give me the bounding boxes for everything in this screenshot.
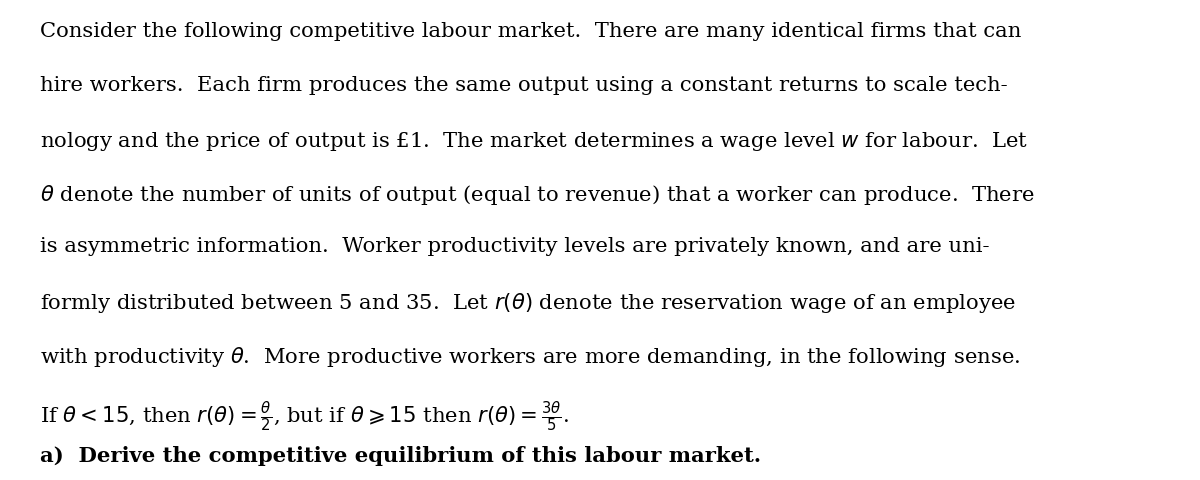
Text: hire workers.  Each firm produces the same output using a constant returns to sc: hire workers. Each firm produces the sam… bbox=[40, 76, 1007, 95]
Text: $\theta$ denote the number of units of output (equal to revenue) that a worker c: $\theta$ denote the number of units of o… bbox=[40, 183, 1034, 207]
Text: is asymmetric information.  Worker productivity levels are privately known, and : is asymmetric information. Worker produc… bbox=[40, 237, 989, 256]
Text: with productivity $\theta$.  More productive workers are more demanding, in the : with productivity $\theta$. More product… bbox=[40, 345, 1020, 369]
Text: nology and the price of output is £1.  The market determines a wage level $w$ fo: nology and the price of output is £1. Th… bbox=[40, 130, 1027, 153]
Text: a)  Derive the competitive equilibrium of this labour market.: a) Derive the competitive equilibrium of… bbox=[40, 446, 761, 467]
Text: If $\theta < 15$, then $r(\theta) = \frac{\theta}{2}$, but if $\theta \geqslant : If $\theta < 15$, then $r(\theta) = \fra… bbox=[40, 399, 569, 434]
Text: Consider the following competitive labour market.  There are many identical firm: Consider the following competitive labou… bbox=[40, 22, 1021, 41]
Text: formly distributed between 5 and 35.  Let $r(\theta)$ denote the reservation wag: formly distributed between 5 and 35. Let… bbox=[40, 291, 1015, 315]
